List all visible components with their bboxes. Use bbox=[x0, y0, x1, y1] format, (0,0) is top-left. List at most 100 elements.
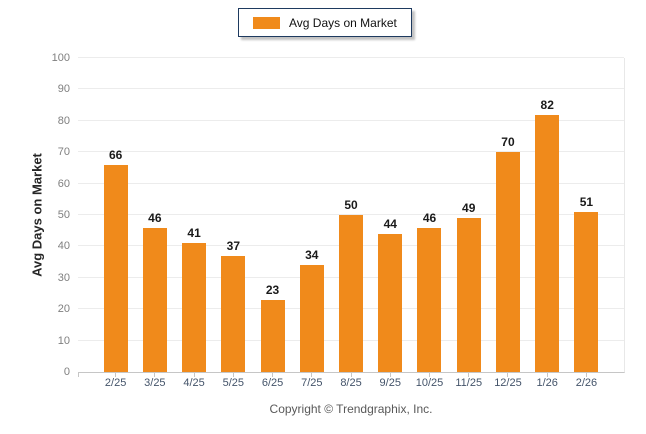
x-axis-tick-slot bbox=[174, 373, 213, 377]
x-axis-label: 2/25 bbox=[104, 377, 127, 389]
y-axis-tick-label: 80 bbox=[57, 114, 70, 127]
x-axis-tick-slot bbox=[488, 373, 527, 377]
x-axis-label: 7/25 bbox=[301, 377, 323, 389]
x-axis-tick bbox=[507, 373, 509, 377]
x-axis-label: 1/26 bbox=[536, 377, 558, 389]
plot-area: 66 46 41 37 23 34 50 44 46 49 70 82 51 bbox=[78, 57, 625, 373]
bar bbox=[103, 164, 128, 372]
bar-value-label: 46 bbox=[422, 210, 437, 225]
y-axis-tick-labels: 0 10 20 30 40 50 60 70 80 90 100 bbox=[0, 52, 70, 378]
x-axis-tick-slot bbox=[253, 373, 292, 377]
x-axis-tick-slot bbox=[214, 373, 253, 377]
bar-value-label: 44 bbox=[383, 216, 397, 231]
x-axis-tick-slot bbox=[449, 373, 488, 377]
bar-slot: 82 bbox=[528, 58, 567, 372]
bar-slot: 44 bbox=[371, 58, 410, 372]
bar-value-label: 66 bbox=[108, 147, 123, 162]
bar bbox=[417, 227, 442, 372]
x-axis-edge-tick bbox=[78, 373, 79, 377]
legend-label: Avg Days on Market bbox=[289, 15, 397, 30]
gridline bbox=[78, 214, 624, 215]
x-axis-tick bbox=[546, 373, 548, 377]
x-axis-tick bbox=[311, 373, 313, 377]
legend-swatch-icon bbox=[253, 16, 280, 29]
bar bbox=[182, 243, 207, 372]
x-axis-tick-slot bbox=[331, 373, 370, 377]
bar bbox=[299, 265, 324, 372]
y-axis-tick-label: 70 bbox=[57, 146, 70, 159]
bar-value-label: 49 bbox=[462, 201, 476, 216]
x-axis-tick-slot bbox=[567, 373, 606, 377]
x-axis-tick-slot bbox=[371, 373, 410, 377]
copyright-text: Copyright © Trendgraphix, Inc. bbox=[269, 402, 433, 416]
x-axis-tick bbox=[389, 373, 391, 377]
y-axis-tick-label: 10 bbox=[57, 334, 70, 347]
bar bbox=[495, 152, 520, 372]
x-axis-label: 3/25 bbox=[144, 377, 166, 389]
bar bbox=[378, 233, 403, 372]
bar bbox=[142, 227, 167, 372]
bar bbox=[221, 255, 246, 372]
bar-slot: 23 bbox=[253, 58, 292, 372]
y-axis-tick-label: 30 bbox=[57, 271, 70, 284]
y-axis-tick-label: 0 bbox=[63, 366, 70, 378]
bar-value-label: 34 bbox=[305, 248, 319, 263]
bar-value-label: 46 bbox=[148, 210, 162, 225]
x-axis-tick bbox=[232, 373, 234, 377]
bar-slot: 46 bbox=[135, 58, 174, 372]
y-axis-tick-label: 90 bbox=[57, 83, 70, 96]
gridline bbox=[78, 119, 624, 121]
x-axis-tick bbox=[350, 373, 352, 377]
x-axis-tick bbox=[428, 373, 430, 377]
bar-slot: 49 bbox=[449, 58, 488, 372]
y-axis-tick-label: 20 bbox=[57, 303, 70, 316]
bar-value-label: 70 bbox=[501, 135, 515, 150]
bar-value-label: 41 bbox=[187, 226, 201, 241]
x-axis-tick-slot bbox=[292, 373, 331, 377]
bar bbox=[339, 215, 364, 372]
bar-slot: 70 bbox=[488, 58, 527, 372]
bar-value-label: 51 bbox=[579, 194, 594, 209]
x-axis-tick-slot bbox=[96, 373, 135, 377]
x-axis-tick-slot bbox=[410, 373, 449, 377]
x-axis-labels: 2/25 3/25 4/25 5/25 6/25 7/25 8/25 9/25 10/25 11/… bbox=[78, 377, 624, 389]
x-axis-label: 11/25 bbox=[455, 377, 483, 389]
bar bbox=[535, 114, 560, 372]
x-axis-tick bbox=[272, 373, 274, 377]
x-axis-label: 6/25 bbox=[261, 377, 284, 389]
y-axis-tick-label: 100 bbox=[51, 52, 70, 64]
x-axis-label: 8/25 bbox=[340, 377, 362, 389]
bar-slot: 41 bbox=[174, 58, 213, 372]
bar-slot: 51 bbox=[567, 58, 606, 372]
bar-value-label: 23 bbox=[265, 282, 280, 297]
bar bbox=[574, 211, 599, 372]
x-axis-tick bbox=[193, 373, 195, 377]
y-axis-tick-label: 50 bbox=[57, 209, 70, 221]
y-axis-tick-label: 40 bbox=[57, 240, 70, 253]
bars: 66 46 41 37 23 34 50 44 46 49 70 82 51 bbox=[78, 58, 624, 372]
x-axis-tick bbox=[585, 373, 587, 377]
x-axis-label: 10/25 bbox=[415, 377, 444, 389]
gridline bbox=[78, 88, 624, 90]
bar bbox=[260, 299, 285, 372]
x-axis-label: 9/25 bbox=[379, 377, 401, 389]
gridline bbox=[78, 151, 624, 153]
bar-slot: 37 bbox=[214, 58, 253, 372]
legend: Avg Days on Market bbox=[238, 8, 412, 37]
x-axis-tick bbox=[115, 373, 117, 377]
bar-slot: 66 bbox=[96, 58, 135, 372]
x-axis-label: 2/26 bbox=[575, 377, 598, 389]
x-axis-label: 5/25 bbox=[222, 377, 245, 389]
x-axis-label: 4/25 bbox=[183, 377, 205, 389]
gridline bbox=[78, 182, 624, 184]
bar-value-label: 37 bbox=[226, 238, 240, 253]
y-axis-tick-label: 60 bbox=[57, 177, 70, 190]
bar-value-label: 50 bbox=[344, 198, 358, 212]
x-axis-label: 12/25 bbox=[494, 377, 522, 389]
x-axis-tick-slot bbox=[528, 373, 567, 377]
x-axis-ticks bbox=[78, 373, 624, 377]
bar-value-label: 82 bbox=[540, 97, 554, 112]
bar bbox=[456, 218, 481, 372]
gridline bbox=[78, 57, 624, 58]
